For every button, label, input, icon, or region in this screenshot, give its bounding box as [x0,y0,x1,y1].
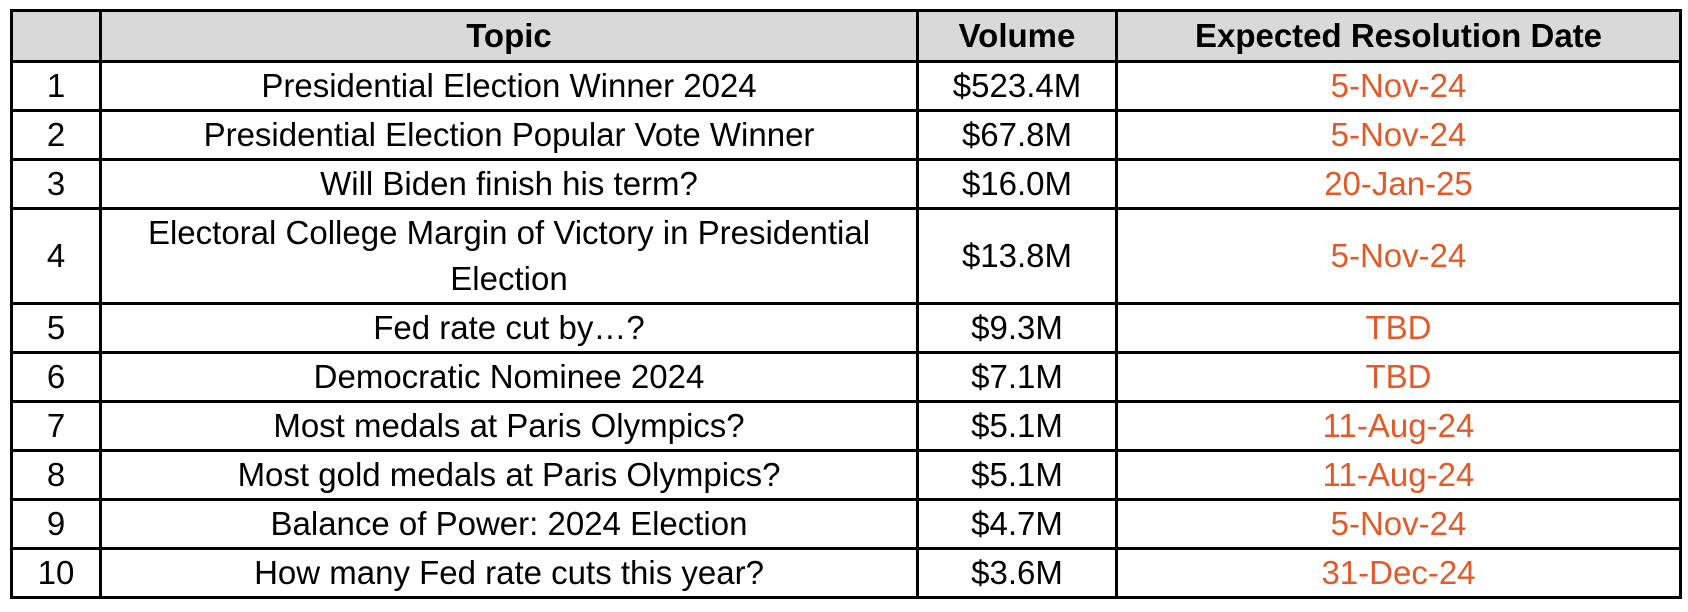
rank-cell: 7 [10,400,102,452]
rank-cell: 10 [10,547,102,599]
topic-cell: Presidential Election Winner 2024 [99,60,919,112]
volume-cell: $16.0M [916,158,1118,210]
rank-cell: 1 [10,60,102,112]
date-cell: 5-Nov-24 [1115,498,1682,550]
rank-cell: 5 [10,302,102,354]
volume-cell: $5.1M [916,449,1118,501]
volume-cell: $67.8M [916,109,1118,161]
markets-table: Topic Volume Expected Resolution Date 1 … [10,9,1682,599]
date-cell: TBD [1115,302,1682,354]
topic-cell: Will Biden finish his term? [99,158,919,210]
table-row: 3 Will Biden finish his term? $16.0M 20-… [10,158,1682,210]
topic-cell: Most gold medals at Paris Olympics? [99,449,919,501]
topic-cell: Electoral College Margin of Victory in P… [99,207,919,305]
rank-cell: 8 [10,449,102,501]
topic-cell: Balance of Power: 2024 Election [99,498,919,550]
rank-cell: 3 [10,158,102,210]
header-date: Expected Resolution Date [1115,9,1682,63]
rank-cell: 9 [10,498,102,550]
header-row: Topic Volume Expected Resolution Date [10,9,1682,63]
topic-cell: Democratic Nominee 2024 [99,351,919,403]
topic-cell: How many Fed rate cuts this year? [99,547,919,599]
table-row: 7 Most medals at Paris Olympics? $5.1M 1… [10,400,1682,452]
rank-cell: 4 [10,207,102,305]
volume-cell: $523.4M [916,60,1118,112]
header-topic: Topic [99,9,919,63]
header-volume: Volume [916,9,1118,63]
topic-cell: Most medals at Paris Olympics? [99,400,919,452]
rank-cell: 2 [10,109,102,161]
table-row: 4 Electoral College Margin of Victory in… [10,207,1682,305]
volume-cell: $5.1M [916,400,1118,452]
date-cell: 20-Jan-25 [1115,158,1682,210]
date-cell: 5-Nov-24 [1115,60,1682,112]
table-row: 1 Presidential Election Winner 2024 $523… [10,60,1682,112]
table-row: 10 How many Fed rate cuts this year? $3.… [10,547,1682,599]
volume-cell: $3.6M [916,547,1118,599]
date-cell: 11-Aug-24 [1115,400,1682,452]
topic-cell: Fed rate cut by…? [99,302,919,354]
date-cell: 5-Nov-24 [1115,207,1682,305]
table-row: 9 Balance of Power: 2024 Election $4.7M … [10,498,1682,550]
volume-cell: $7.1M [916,351,1118,403]
date-cell: 5-Nov-24 [1115,109,1682,161]
rank-cell: 6 [10,351,102,403]
table-row: 8 Most gold medals at Paris Olympics? $5… [10,449,1682,501]
date-cell: 31-Dec-24 [1115,547,1682,599]
volume-cell: $4.7M [916,498,1118,550]
date-cell: TBD [1115,351,1682,403]
table-row: 5 Fed rate cut by…? $9.3M TBD [10,302,1682,354]
volume-cell: $13.8M [916,207,1118,305]
volume-cell: $9.3M [916,302,1118,354]
header-rank [10,9,102,63]
date-cell: 11-Aug-24 [1115,449,1682,501]
topic-cell: Presidential Election Popular Vote Winne… [99,109,919,161]
table-row: 2 Presidential Election Popular Vote Win… [10,109,1682,161]
table-row: 6 Democratic Nominee 2024 $7.1M TBD [10,351,1682,403]
